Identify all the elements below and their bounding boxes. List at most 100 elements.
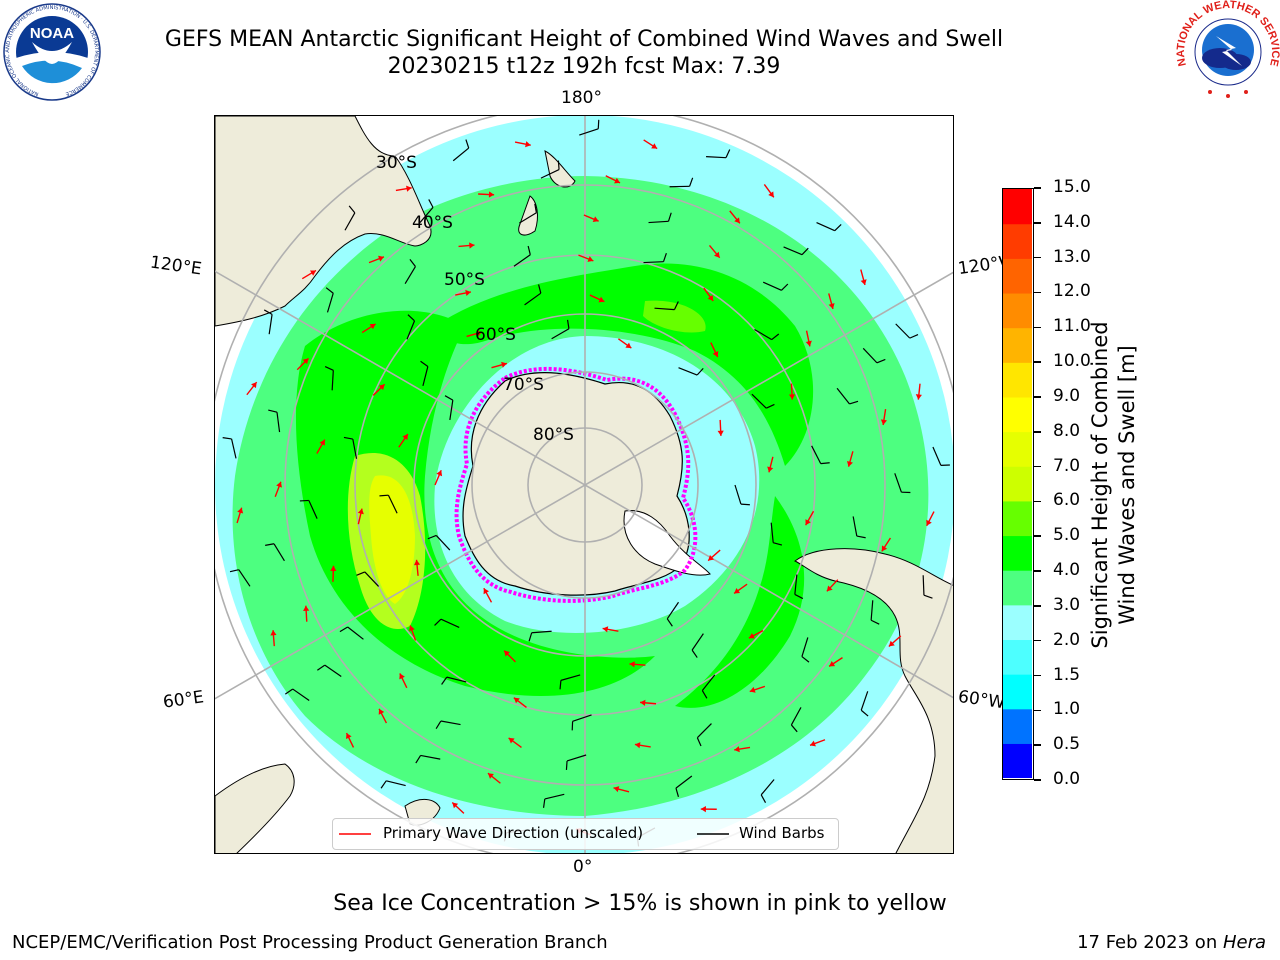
wave-direction-arrow [487, 772, 501, 784]
colorbar-segment [1003, 327, 1032, 363]
wind-barb [229, 569, 251, 587]
lat-label-80s: 80°S [533, 425, 574, 445]
wave-direction-arrow [643, 139, 658, 150]
wind-barb [706, 149, 731, 159]
wave-direction-arrow [372, 383, 386, 396]
colorbar-segment [1003, 396, 1032, 433]
wave-direction-arrow [700, 806, 717, 813]
wind-barb [339, 626, 364, 640]
wave-direction-arrow [805, 510, 815, 526]
wave-direction-arrow [640, 699, 657, 706]
colorbar-segment [1003, 189, 1032, 225]
lat-label-50s: 50°S [444, 270, 485, 290]
wave-direction-arrow [734, 746, 751, 753]
wind-barb [344, 205, 356, 231]
colorbar-tick-mark [1034, 361, 1041, 363]
wind-barb [518, 203, 537, 224]
wind-barb [790, 707, 802, 733]
wind-barb [317, 664, 342, 678]
colorbar-tick-label: 5.0 [1053, 525, 1081, 546]
meridian-line [215, 270, 953, 699]
legend-wave-label: Primary Wave Direction (unscaled) [383, 824, 644, 842]
africa-land [215, 763, 295, 853]
wave-direction-arrow [316, 439, 326, 454]
colorbar-tick-mark [1034, 674, 1041, 677]
wind-barb [380, 780, 406, 789]
colorbar-tick-label: 15.0 [1053, 177, 1091, 197]
wave-direction-arrow [828, 657, 843, 667]
wave-direction-arrow [707, 549, 721, 562]
wind-barb [675, 775, 693, 797]
wind-barb [325, 287, 334, 313]
wave-direction-arrow [378, 708, 388, 724]
colorbar-tick-label: 8.0 [1053, 420, 1081, 441]
graticule [215, 116, 953, 853]
wind-barb [565, 754, 587, 771]
colorbar-tick-mark [1034, 779, 1041, 781]
wave-direction-arrow [274, 481, 282, 497]
wind-barb [648, 212, 672, 224]
wave-direction-arrow [828, 293, 835, 310]
wave-direction-arrow [710, 342, 719, 358]
colorbar-segment [1003, 292, 1032, 329]
wave-direction-arrow [270, 630, 277, 647]
wind-barb [435, 720, 461, 730]
colorbar-tick-label: 14.0 [1053, 211, 1091, 232]
wind-barb [669, 177, 694, 188]
colorbar-segment [1003, 535, 1032, 571]
wave-direction-arrow [888, 635, 902, 647]
wave-direction-arrow [483, 587, 493, 603]
wave-direction-arrow [926, 511, 935, 527]
colorbar-tick-mark [1034, 605, 1041, 607]
wind-barb [691, 633, 704, 658]
wind-barb [571, 714, 592, 731]
map-legend: Primary Wave Direction (unscaled) Wind B… [332, 818, 839, 850]
colorbar-segment [1003, 258, 1032, 294]
wind-barb [751, 393, 775, 409]
wind-barb [441, 676, 467, 685]
wave-direction-arrow [915, 383, 922, 400]
colorbar-tick-label: 10.0 [1053, 351, 1091, 372]
wind-barb [895, 323, 919, 339]
wave-direction-arrow [605, 175, 621, 184]
wind-barb [666, 601, 680, 627]
colorbar-tick-label: 2.0 [1053, 629, 1081, 650]
wave-direction-arrow [826, 579, 839, 592]
wave-direction-arrow [805, 330, 812, 347]
wind-barb [404, 259, 416, 284]
wave-direction-arrow [717, 419, 724, 436]
lon-label-180: 180° [561, 88, 602, 108]
colorbar-tick-mark [1034, 291, 1041, 294]
map-panel [214, 115, 954, 854]
wave-direction-arrow [398, 433, 409, 448]
wave-direction-arrow [246, 381, 258, 396]
wave-direction-arrow [703, 287, 714, 302]
wind-barb [528, 630, 552, 642]
wave-direction-arrow [357, 508, 364, 525]
wind-barb [434, 618, 460, 628]
colorbar-tick-label: 6.0 [1053, 490, 1081, 511]
wave-direction-arrow [514, 141, 531, 148]
colorbar-tick-label: 0.5 [1053, 734, 1081, 755]
wave-direction-arrow [708, 244, 721, 259]
wind-barb [678, 367, 704, 376]
wave-direction-arrow [809, 739, 826, 747]
colorbar-segment [1003, 674, 1032, 710]
wave-direction-arrow [455, 289, 472, 296]
wind-barb [263, 309, 273, 335]
wave-direction-arrow [733, 583, 748, 595]
lon-label-0: 0° [573, 857, 593, 877]
wave-direction-arrow [466, 330, 483, 338]
colorbar-tick-mark [1034, 187, 1041, 189]
svg-text:NOAA: NOAA [30, 25, 74, 42]
wind-barb [754, 328, 780, 341]
lat-label-60s: 60°S [475, 325, 516, 345]
colorbar-segment [1003, 362, 1032, 398]
wave-direction-arrow [583, 214, 599, 223]
wave-direction-arrow [880, 409, 887, 426]
lon-label-120e: 120°E [148, 252, 203, 280]
wind-barb [444, 395, 454, 421]
wave-direction-arrow [236, 507, 244, 524]
sea-ice-note: Sea Ice Concentration > 15% is shown in … [333, 891, 947, 916]
lon-label-60e: 60°E [161, 687, 206, 713]
